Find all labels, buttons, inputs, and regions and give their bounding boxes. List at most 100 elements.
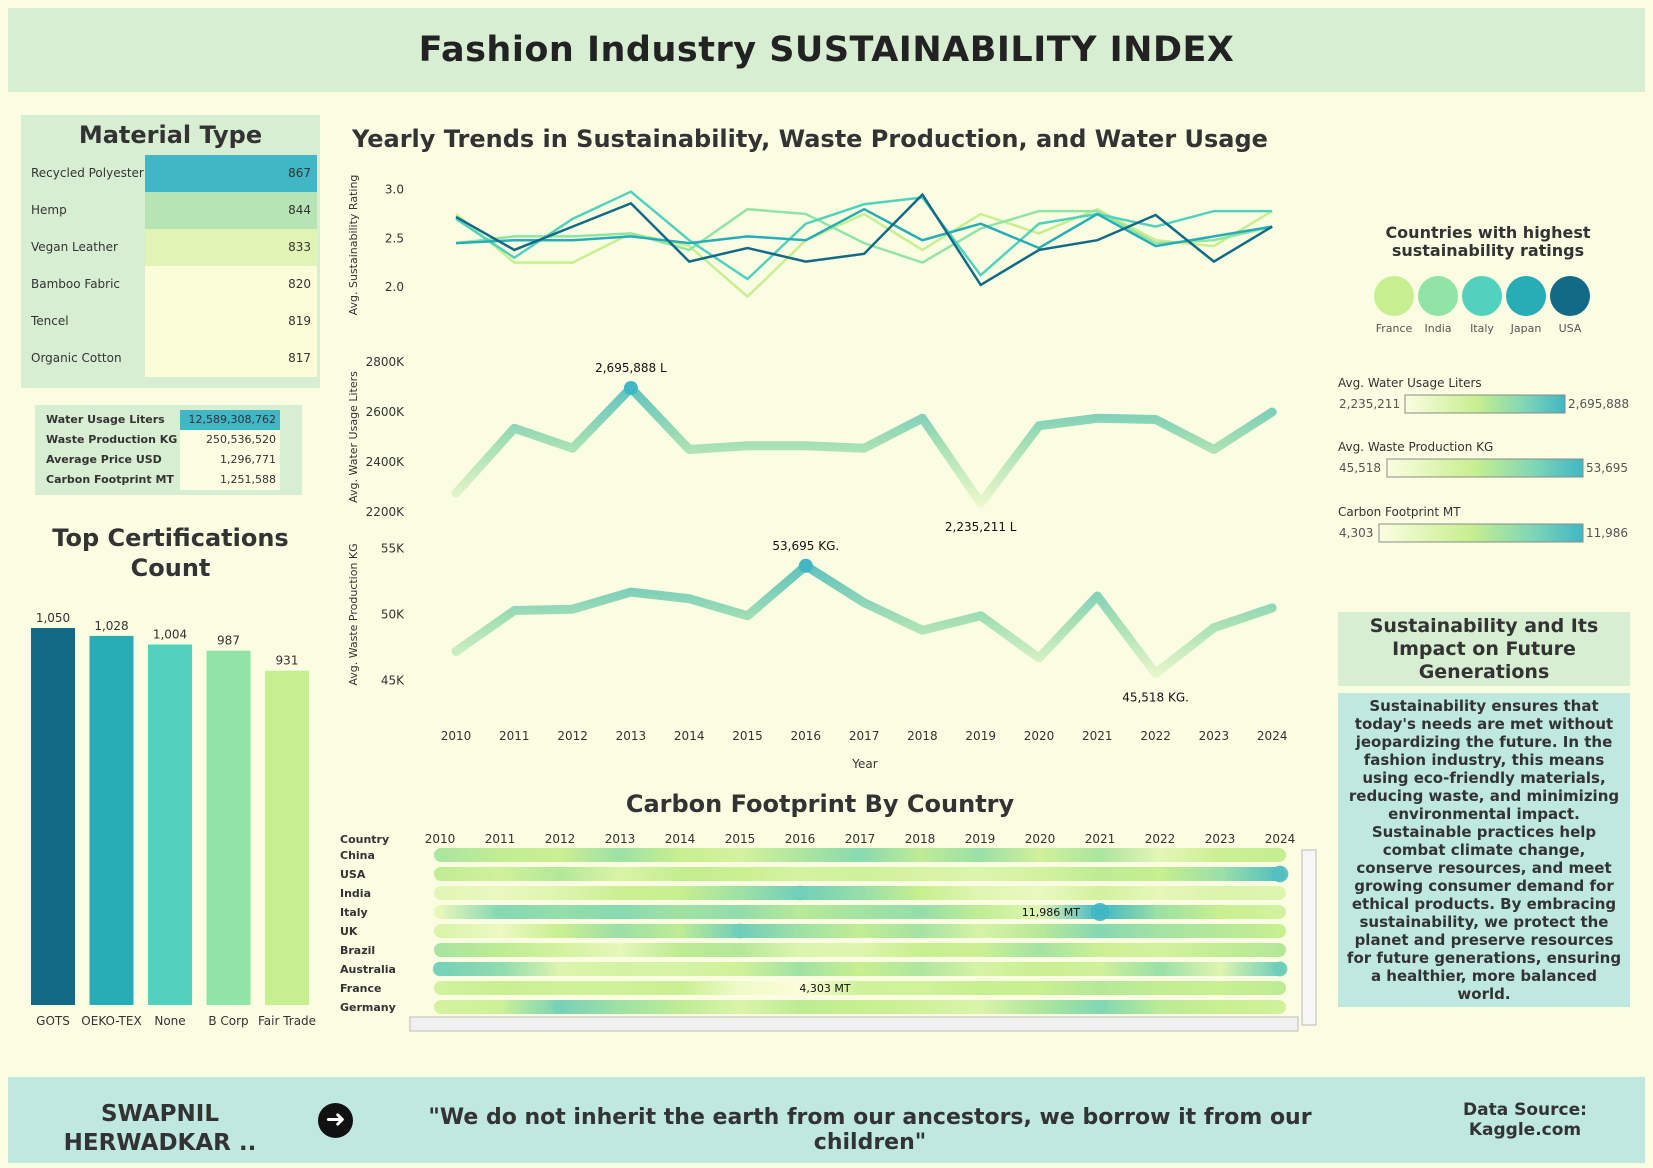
heatmap-cell bbox=[1215, 964, 1225, 974]
heatmap-cell bbox=[914, 944, 926, 956]
material-row: Vegan Leather 833 bbox=[21, 229, 320, 266]
heatmap-year-label: 2016 bbox=[785, 832, 816, 846]
range-min: 4,303 bbox=[1339, 526, 1373, 540]
trends-title: Yearly Trends in Sustainability, Waste P… bbox=[352, 125, 1268, 153]
material-value: 820 bbox=[145, 266, 317, 303]
heatmap-cell bbox=[435, 983, 445, 993]
heatmap-cell bbox=[975, 945, 985, 955]
kpi-value: 1,296,771 bbox=[180, 450, 280, 470]
heatmap-cell bbox=[1094, 849, 1106, 861]
cert-bar bbox=[265, 670, 309, 1005]
heatmap-country-label: Brazil bbox=[340, 944, 375, 957]
cert-value-label: 1,004 bbox=[153, 628, 187, 642]
heatmap-cell bbox=[615, 869, 625, 879]
heatmap-cell bbox=[853, 886, 867, 900]
heatmap-cell bbox=[855, 983, 865, 993]
material-value: 844 bbox=[145, 192, 317, 229]
heatmap-cell bbox=[915, 869, 925, 879]
heatmap-cell bbox=[674, 982, 686, 994]
cert-bar bbox=[148, 644, 192, 1005]
annotation-label: 2,235,211 L bbox=[945, 520, 1017, 534]
y-tick-label: 2600K bbox=[366, 405, 406, 419]
kpi-row: Carbon Footprint MT 1,251,588 bbox=[35, 470, 302, 490]
heatmap-cell bbox=[1154, 925, 1166, 937]
cert-category-label: OEKO-TEX bbox=[81, 1014, 141, 1028]
heatmap-annotation: 11,986 MT bbox=[1022, 906, 1080, 919]
heatmap-cell bbox=[792, 885, 808, 901]
footer-quote: "We do not inherit the earth from our an… bbox=[428, 1105, 1312, 1155]
kpi-label: Waste Production KG bbox=[46, 433, 178, 446]
heatmap-cell bbox=[1214, 1001, 1226, 1013]
heatmap-cell bbox=[1095, 945, 1105, 955]
heatmap-cell bbox=[554, 868, 566, 880]
heatmap-cell bbox=[1035, 907, 1045, 917]
legend-label: India bbox=[1425, 322, 1452, 335]
heatmap-cell bbox=[1093, 924, 1107, 938]
legend-circle-japan bbox=[1506, 276, 1546, 316]
kpi-row: Water Usage Liters 12,589,308,762 bbox=[35, 410, 302, 430]
kpi-row: Waste Production KG 250,536,520 bbox=[35, 430, 302, 450]
heatmap-annotation: 4,303 MT bbox=[799, 982, 850, 995]
heatmap-cell bbox=[555, 983, 565, 993]
heatmap-cell bbox=[435, 1002, 445, 1012]
countries-legend-title: Countries with highest sustainability ra… bbox=[1385, 223, 1591, 260]
heatmap-cell bbox=[794, 1001, 806, 1013]
heatmap-cell bbox=[975, 926, 985, 936]
heatmap-cell bbox=[914, 887, 926, 899]
y-tick-label: 2800K bbox=[366, 355, 406, 369]
heatmap-year-label: 2023 bbox=[1205, 832, 1236, 846]
kpi-table: Water Usage Liters 12,589,308,762 Waste Pr… bbox=[35, 405, 302, 495]
heatmap-cell bbox=[1214, 906, 1226, 918]
material-value: 867 bbox=[145, 155, 317, 192]
heatmap-cell bbox=[1034, 1001, 1046, 1013]
heatmap-cell bbox=[797, 985, 803, 991]
material-value: 819 bbox=[145, 303, 317, 340]
sustainability-heading: Sustainability and Its Impact on Future … bbox=[1338, 612, 1630, 686]
heatmap-cell bbox=[615, 888, 625, 898]
y-axis-label: Avg. Water Usage Liters bbox=[347, 371, 360, 503]
heatmap-cell bbox=[1275, 1002, 1285, 1012]
heatmap-cell bbox=[616, 946, 624, 954]
heatmap-year-label: 2012 bbox=[545, 832, 576, 846]
y-tick-label: 2200K bbox=[366, 505, 406, 519]
x-axis-label: Year bbox=[851, 757, 877, 771]
heatmap-cell bbox=[435, 888, 445, 898]
heatmap-cell bbox=[734, 944, 746, 956]
cert-bar bbox=[206, 650, 251, 1005]
range-gradient-bar bbox=[1378, 523, 1584, 543]
kpi-value: 1,251,588 bbox=[180, 470, 280, 490]
heatmap-cell bbox=[855, 945, 865, 955]
heatmap-cell bbox=[435, 926, 445, 936]
heatmap-cell bbox=[675, 964, 685, 974]
heatmap-cell bbox=[1215, 888, 1225, 898]
heatmap-cell bbox=[1093, 1000, 1107, 1014]
heatmap-country-label: France bbox=[340, 982, 381, 995]
heatmap-country-label: Germany bbox=[340, 1001, 396, 1014]
heatmap-cell bbox=[854, 1001, 866, 1013]
x-tick-label: 2023 bbox=[1199, 729, 1230, 743]
y-axis-label: Avg. Waste Production KG bbox=[347, 543, 360, 685]
heatmap-cell bbox=[1034, 925, 1046, 937]
heatmap-cell bbox=[495, 1002, 505, 1012]
material-row: Hemp 844 bbox=[21, 192, 320, 229]
sustainability-body: Sustainability ensures that today's need… bbox=[1338, 693, 1630, 1007]
heatmap-year-label: 2020 bbox=[1025, 832, 1056, 846]
heatmap-country-label: UK bbox=[340, 925, 358, 938]
x-tick-label: 2020 bbox=[1024, 729, 1055, 743]
heatmap-cell bbox=[1274, 849, 1286, 861]
waste-production-line-marker bbox=[798, 558, 813, 573]
legend-circle-usa bbox=[1550, 276, 1590, 316]
heatmap-cell bbox=[555, 945, 565, 955]
dashboard-header: Fashion Industry SUSTAINABILITY INDEX bbox=[8, 8, 1645, 92]
yearly-trends-chart: 3.0 2.5 2.0 Avg. Sustainability Rating 2800K… bbox=[347, 175, 1287, 771]
x-tick-label: 2010 bbox=[441, 729, 472, 743]
x-tick-label: 2021 bbox=[1082, 729, 1113, 743]
heatmap-cell bbox=[1094, 982, 1106, 994]
heatmap-cell bbox=[1274, 925, 1286, 937]
heatmap-cell bbox=[735, 1002, 745, 1012]
heatmap-cell bbox=[1035, 850, 1045, 860]
cert-category-label: GOTS bbox=[36, 1014, 70, 1028]
material-value: 817 bbox=[145, 340, 317, 377]
heatmap-cell bbox=[855, 869, 865, 879]
heatmap-cell bbox=[494, 944, 506, 956]
